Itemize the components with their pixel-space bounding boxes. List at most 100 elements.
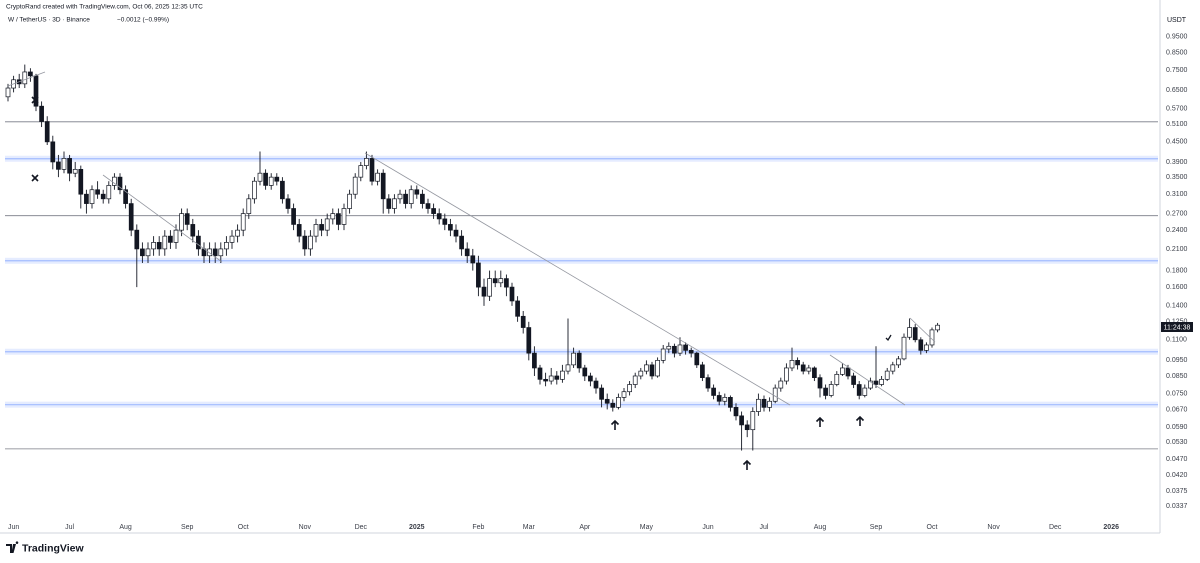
y-tick-label: 0.7500 bbox=[1166, 67, 1188, 74]
candle-body bbox=[554, 375, 560, 380]
candle-body bbox=[257, 172, 263, 182]
candle-body bbox=[851, 375, 856, 385]
candle-body bbox=[464, 248, 470, 257]
candle-body bbox=[890, 364, 896, 372]
x-tick-label: Aug bbox=[119, 524, 132, 531]
candle-body bbox=[453, 229, 459, 237]
arrow-up bbox=[855, 415, 865, 426]
y-tick-label: 0.2700 bbox=[1166, 210, 1188, 217]
candle-body bbox=[806, 367, 812, 372]
y-tick-label: 0.1100 bbox=[1166, 337, 1187, 344]
candle-body bbox=[733, 406, 739, 417]
candle-body bbox=[817, 377, 823, 389]
cross-mark bbox=[31, 174, 39, 182]
candle-body bbox=[296, 224, 302, 237]
trend-line bbox=[7, 71, 46, 87]
candle-body bbox=[28, 71, 33, 77]
x-tick-label: Nov bbox=[987, 524, 1000, 531]
y-tick-label: 0.3100 bbox=[1166, 191, 1188, 198]
candle-body bbox=[386, 198, 392, 209]
candle-body bbox=[509, 286, 515, 302]
candle-body bbox=[588, 375, 593, 382]
candle-body bbox=[207, 248, 212, 257]
candle-body bbox=[285, 198, 291, 209]
y-tick-label: 0.9500 bbox=[1166, 34, 1188, 41]
arrow-up bbox=[742, 459, 752, 470]
level-layer bbox=[5, 121, 1158, 450]
candle-body bbox=[924, 344, 929, 351]
x-tick-label: Jul bbox=[65, 524, 74, 531]
y-tick-label: 0.0375 bbox=[1166, 488, 1188, 495]
candle-body bbox=[403, 193, 408, 204]
x-tick-label: Apr bbox=[579, 524, 591, 531]
candle-body bbox=[89, 189, 95, 204]
candle-body bbox=[156, 242, 162, 250]
candle-body bbox=[145, 248, 151, 257]
y-tick-label: 0.8500 bbox=[1166, 49, 1188, 56]
candle-body bbox=[599, 387, 604, 400]
candle-body bbox=[537, 367, 543, 380]
candle-body bbox=[196, 235, 201, 250]
candle-body bbox=[408, 189, 414, 204]
y-tick-label: 0.0530 bbox=[1166, 439, 1188, 446]
candle-body bbox=[772, 387, 778, 402]
x-tick-label: Sep bbox=[181, 524, 194, 531]
candle-body bbox=[862, 387, 868, 396]
check-mark bbox=[885, 334, 892, 342]
candle-body bbox=[470, 255, 476, 264]
y-tick-label: 0.5700 bbox=[1166, 105, 1188, 112]
y-tick-label: 0.6500 bbox=[1166, 87, 1188, 94]
y-tick-label: 0.4500 bbox=[1166, 139, 1188, 146]
candle-body bbox=[106, 185, 112, 200]
candle-body bbox=[364, 158, 369, 166]
logo-icon bbox=[6, 541, 19, 553]
candle-body bbox=[789, 360, 795, 369]
candle-body bbox=[56, 161, 61, 170]
candle-body bbox=[739, 415, 744, 426]
candle-body bbox=[834, 373, 840, 385]
candle-body bbox=[173, 229, 179, 243]
candle-body bbox=[358, 165, 364, 178]
x-tick-label: Jun bbox=[702, 524, 713, 531]
y-tick-label: 0.2400 bbox=[1166, 227, 1188, 234]
candle-body bbox=[184, 213, 190, 225]
candle-layer bbox=[5, 64, 940, 451]
x-tick-label: Oct bbox=[238, 524, 249, 531]
candle-body bbox=[621, 391, 627, 398]
candle-body bbox=[100, 193, 106, 200]
candle-body bbox=[308, 235, 313, 250]
candle-body bbox=[235, 229, 240, 237]
countdown: 11:24:38 bbox=[1164, 324, 1191, 331]
candle-body bbox=[532, 352, 537, 369]
x-tick-label: 2026 bbox=[1103, 524, 1119, 531]
candle-body bbox=[313, 224, 319, 237]
candle-body bbox=[918, 339, 924, 351]
candle-body bbox=[324, 218, 330, 231]
candle-body bbox=[856, 384, 862, 396]
y-tick-label: 0.1600 bbox=[1166, 284, 1188, 291]
arrow-up bbox=[815, 416, 825, 427]
candle-body bbox=[526, 327, 532, 354]
candle-body bbox=[50, 141, 56, 163]
y-tick-label: 0.2100 bbox=[1166, 246, 1188, 253]
candle-body bbox=[190, 224, 196, 237]
candle-body bbox=[660, 348, 666, 361]
candle-body bbox=[604, 398, 610, 404]
countdown-box bbox=[1161, 322, 1193, 332]
support-zone bbox=[5, 348, 1158, 355]
candle-body bbox=[520, 315, 526, 328]
candle-body bbox=[655, 360, 660, 377]
candle-body bbox=[823, 387, 828, 396]
unit-label: USDT bbox=[1167, 17, 1187, 24]
candle-body bbox=[935, 324, 940, 331]
y-tick-label: 0.0750 bbox=[1166, 390, 1188, 397]
y-tick-label: 0.0950 bbox=[1166, 357, 1188, 364]
candle-body bbox=[677, 344, 683, 354]
candle-body bbox=[616, 397, 621, 408]
drawings bbox=[7, 71, 936, 470]
candle-body bbox=[442, 218, 448, 225]
candle-body bbox=[498, 278, 504, 284]
candle-body bbox=[632, 375, 638, 385]
